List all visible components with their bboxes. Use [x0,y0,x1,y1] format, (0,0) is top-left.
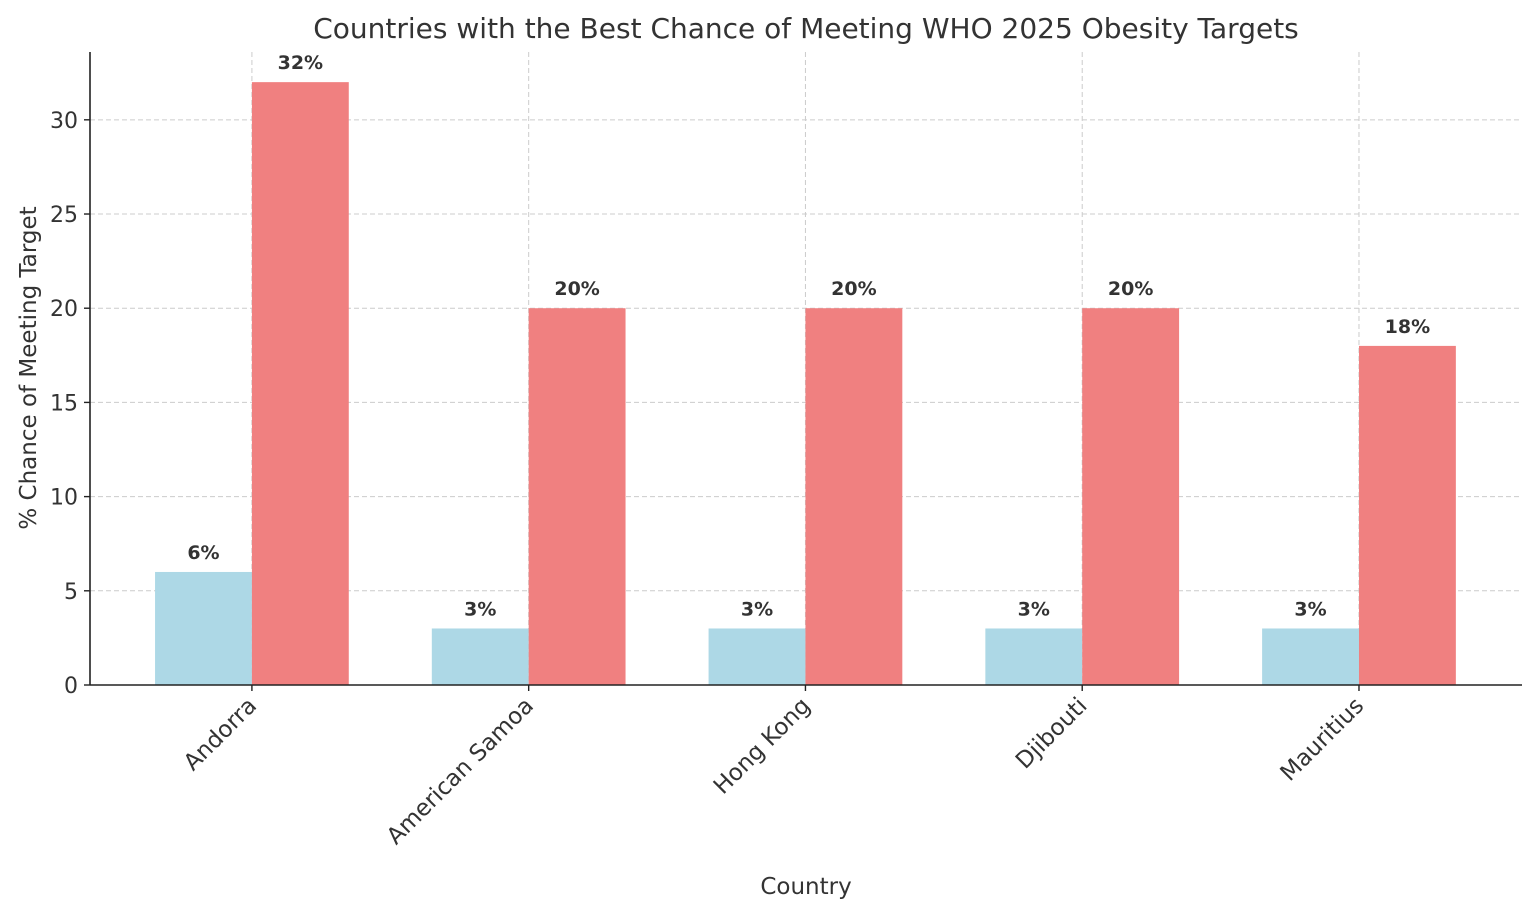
data-label: 6% [187,542,219,564]
y-tick-label: 15 [50,391,78,416]
y-axis-label: % Chance of Meeting Target [16,206,42,529]
data-label: 20% [831,278,876,300]
y-tick-label: 10 [50,486,78,511]
bar-red-3 [1082,308,1180,685]
bar-red-1 [528,308,626,685]
data-label: 3% [1294,598,1326,620]
data-label: 3% [1018,598,1050,620]
x-tick-label: Andorra [179,693,262,776]
y-tick-label: 25 [50,203,78,228]
y-tick-label: 30 [50,109,78,134]
x-axis-label: Country [760,874,851,900]
data-label: 32% [278,52,323,74]
y-tick-label: 5 [64,580,78,605]
data-label: 18% [1385,316,1430,338]
y-tick-label: 20 [50,297,78,322]
bar-blue-3 [985,628,1083,685]
data-label: 20% [1108,278,1153,300]
x-tick-label: Hong Kong [709,693,816,800]
data-label: 20% [554,278,599,300]
x-tick-label: Djibouti [1011,693,1092,774]
x-tick-label: Mauritius [1276,693,1370,787]
chart-title: Countries with the Best Chance of Meetin… [313,12,1299,45]
bar-blue-4 [1262,628,1359,685]
data-label: 3% [741,598,773,620]
bar-blue-2 [708,628,806,685]
x-tick-label: American Samoa [382,693,539,850]
data-label: 3% [464,598,496,620]
bar-blue-0 [155,571,252,685]
y-tick-label: 0 [64,674,78,699]
bar-blue-1 [431,628,529,685]
bar-red-0 [251,82,349,685]
bar-red-2 [805,308,903,685]
bar-red-4 [1358,345,1456,685]
